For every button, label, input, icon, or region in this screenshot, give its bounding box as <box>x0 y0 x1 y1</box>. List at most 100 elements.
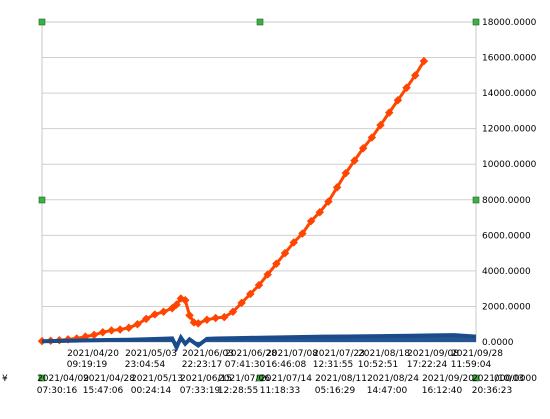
x-tick-label: 12:31:55 <box>313 360 353 370</box>
series-1-point <box>272 259 281 269</box>
selection-handle[interactable] <box>472 374 480 382</box>
x-tick-label: 00:24:14 <box>131 386 172 396</box>
series-1-point <box>384 108 394 117</box>
x-tick-label: 07:41:30 <box>225 360 266 370</box>
y-tick-label: 10000.0000 <box>482 160 537 170</box>
series-1-point <box>98 327 108 337</box>
x-tick-label: 23:04:54 <box>125 360 166 370</box>
selection-handle[interactable] <box>38 374 46 382</box>
x-tick-label: 17:22:24 <box>407 360 448 370</box>
y-tick-label: 4000.0000 <box>482 267 531 277</box>
series-1-point <box>124 323 134 333</box>
x-tick-label: 2021/04/09 <box>37 374 89 384</box>
y-tick-labels: 0.0000 2000.0000 4000.0000 6000.0000 8000.00… <box>482 18 537 384</box>
x-tick-label: 20:36:23 <box>472 386 512 396</box>
plot-area-frame <box>41 21 477 343</box>
y-tick-label: 14000.0000 <box>482 89 537 99</box>
x-tick-label: ¥ <box>2 374 8 384</box>
series-1-point <box>150 310 160 319</box>
series-1-point <box>280 248 290 258</box>
x-tick-label: 2021/08/11 <box>315 374 367 384</box>
x-tick-label: 11:59:04 <box>451 360 492 370</box>
x-tick-label: 16:46:08 <box>266 360 307 370</box>
series-1-point <box>193 319 203 328</box>
x-tick-label: 10:52:51 <box>358 360 398 370</box>
series-1-point <box>159 307 168 317</box>
x-tick-label: 2021/06/15 <box>180 374 232 384</box>
series-1-point <box>185 311 194 320</box>
series-1-point <box>228 307 238 317</box>
x-tick-label: 2021/08/24 <box>367 374 419 384</box>
y-tick-label: 000.0000 <box>494 374 537 384</box>
y-tick-label: 12000.0000 <box>482 125 537 135</box>
x-tick-label: 2021/05/03 <box>125 349 177 359</box>
series-1-point <box>237 298 246 308</box>
x-tick-label: 12:28:55 <box>218 386 258 396</box>
x-tick-label: 2021/10/03 <box>472 374 524 384</box>
y-tick-label: 8000.0000 <box>482 196 531 206</box>
series-1-point <box>220 312 229 322</box>
x-tick-label: 2021/09/20 <box>422 374 474 384</box>
series-1-point <box>341 168 351 178</box>
x-tick-label: 22:23:17 <box>182 360 222 370</box>
series-1-point <box>402 83 411 93</box>
x-tick-label: 2021/09/08 <box>407 349 459 359</box>
x-tick-label: 2021/07/14 <box>260 374 312 384</box>
series-1-point <box>89 330 99 340</box>
selection-handle[interactable] <box>256 18 264 26</box>
series-1-point <box>115 325 125 334</box>
x-tick-label: 2021/06/28 <box>225 349 277 359</box>
series-1-point <box>263 270 272 279</box>
selection-handle[interactable] <box>472 196 480 204</box>
x-tick-label: 2021/06/03 <box>182 349 234 359</box>
x-tick-label: 07:33:19 <box>180 386 221 396</box>
series-1-point <box>211 313 220 323</box>
series-1-point <box>306 216 316 226</box>
series-1-line <box>41 60 426 343</box>
series-2-line <box>41 333 477 353</box>
selection-handle[interactable] <box>256 374 264 382</box>
x-tick-label: 2021/07/23 <box>313 349 365 359</box>
y-tick-label: 0.0000 <box>482 338 514 348</box>
y-tick-label: 18000.0000 <box>482 18 537 28</box>
x-tick-label: 15:47:06 <box>83 386 124 396</box>
x-tick-label: 07:30:16 <box>37 386 78 396</box>
selection-handle[interactable] <box>38 196 46 204</box>
selection-handles <box>38 18 480 382</box>
series-1-point <box>133 319 142 329</box>
x-tick-label: 09:19:19 <box>67 360 108 370</box>
series-1-point <box>393 95 403 105</box>
x-tick-label: 11:18:33 <box>260 386 300 396</box>
y-tick-label: 16000.0000 <box>482 54 537 64</box>
series-1-point <box>315 207 325 217</box>
series-1-point <box>350 156 359 165</box>
series-1-point <box>172 300 181 309</box>
series-1-point <box>202 315 212 325</box>
series-group <box>37 56 477 353</box>
selection-handle[interactable] <box>472 18 480 26</box>
x-tick-label: 2021/09/28 <box>451 349 503 359</box>
selection-handle[interactable] <box>38 18 46 26</box>
x-tick-label: 14:47:00 <box>367 386 408 396</box>
x-tick-label: 2021/07/08 <box>266 349 318 359</box>
x-tick-label: 2021/07/06 <box>218 374 270 384</box>
series-1-point <box>410 71 420 80</box>
x-tick-label: 2021/04/20 <box>67 349 119 359</box>
y-tick-label: 2000.0000 <box>482 302 531 312</box>
series-1-point <box>367 133 377 142</box>
x-tick-label: 05:16:29 <box>315 386 356 396</box>
x-tick-label: 2021/05/13 <box>131 374 183 384</box>
series-1-point <box>289 238 298 247</box>
y-tick-label: 6000.0000 <box>482 231 531 241</box>
x-tick-label: 2021/04/28 <box>83 374 135 384</box>
series-1-point <box>358 143 368 153</box>
x-tick-label: 2021/08/18 <box>358 349 410 359</box>
series-1-point <box>107 326 116 335</box>
series-1-point <box>254 280 264 290</box>
series-1-point <box>324 197 333 206</box>
series-1-point <box>298 229 307 238</box>
gridlines <box>42 21 476 343</box>
series-1-point <box>141 314 151 324</box>
